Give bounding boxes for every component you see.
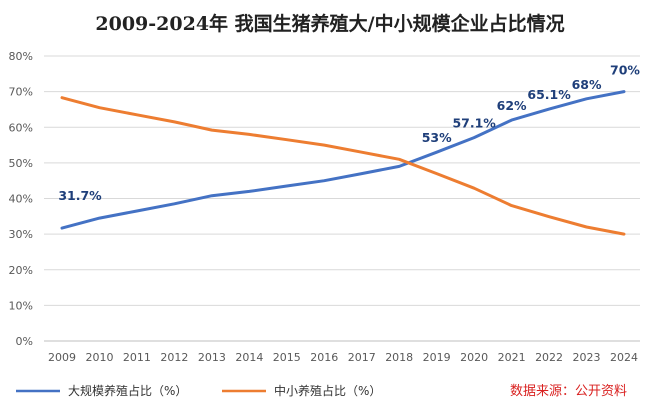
source-note: 数据来源：公开资料 [510, 384, 627, 399]
y-axis: 0% 10% 20% 30% 40% 50% 60% 70% 80% [9, 50, 33, 348]
series-line-1 [60, 90, 626, 230]
x-tick-label: 2018 [385, 351, 413, 364]
x-tick-label: 2011 [123, 351, 151, 364]
y-tick-label: 30% [9, 228, 33, 241]
x-tick-label: 2023 [573, 351, 601, 364]
grid-lines [44, 55, 640, 342]
data-label: 68% [572, 77, 602, 92]
legend-label-1: 大规模养殖占比（%） [68, 383, 187, 398]
x-tick-label: 2017 [348, 351, 376, 364]
data-label: 53% [422, 130, 452, 145]
data-labels: 31.7% 53%57.1%62%65.1%68% 70% [58, 63, 640, 203]
legend-label-2: 中小养殖占比（%） [274, 383, 381, 398]
chart-title: 2009-2024年 我国生猪养殖大/中小规模企业占比情况 [95, 12, 564, 35]
y-tick-label: 40% [9, 193, 33, 206]
x-tick-label: 2021 [498, 351, 526, 364]
series-line-2 [60, 96, 626, 236]
data-label: 57.1% [452, 116, 496, 131]
y-tick-label: 60% [9, 121, 33, 134]
series-lines [60, 90, 626, 236]
x-tick-label: 2024 [610, 351, 638, 364]
data-label: 65.1% [527, 87, 571, 102]
x-tick-label: 2014 [235, 351, 263, 364]
x-tick-label: 2012 [160, 351, 188, 364]
x-axis: 2009 2010 2011 2012 2013 2014 2015 2016 2017 2018… [48, 351, 638, 364]
x-tick-label: 2022 [535, 351, 563, 364]
y-tick-label: 80% [9, 50, 33, 63]
y-tick-label: 50% [9, 157, 33, 170]
data-label: 70% [610, 63, 640, 78]
y-tick-label: 0% [16, 335, 33, 348]
y-tick-label: 70% [9, 86, 33, 99]
y-tick-label: 20% [9, 264, 33, 277]
x-tick-label: 2016 [310, 351, 338, 364]
x-tick-label: 2020 [460, 351, 488, 364]
x-tick-label: 2013 [198, 351, 226, 364]
y-tick-label: 10% [9, 299, 33, 312]
data-label: 31.7% [58, 188, 102, 203]
x-tick-label: 2009 [48, 351, 76, 364]
legend: 大规模养殖占比（%） 中小养殖占比（%） [16, 383, 381, 398]
data-label: 62% [497, 98, 527, 113]
x-tick-label: 2010 [85, 351, 113, 364]
x-tick-label: 2015 [273, 351, 301, 364]
x-tick-label: 2019 [423, 351, 451, 364]
